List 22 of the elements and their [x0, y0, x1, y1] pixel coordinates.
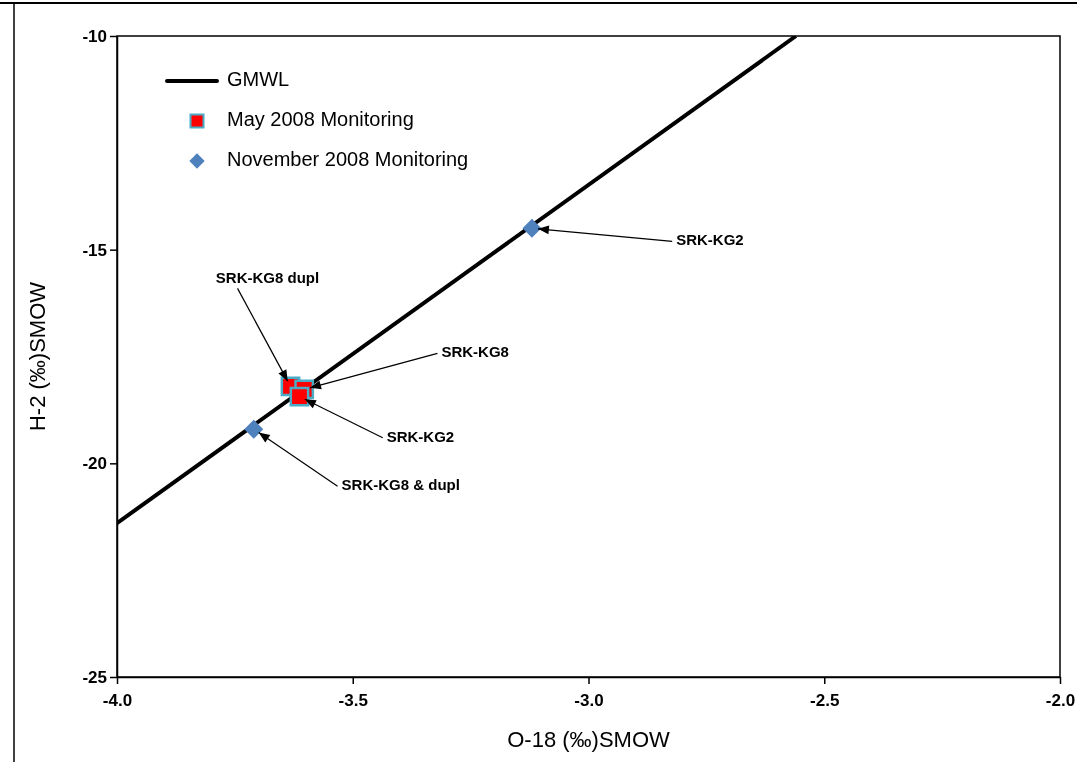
- point: [289, 386, 310, 407]
- legend-label: May 2008 Monitoring: [227, 108, 414, 131]
- annotation: SRK-KG2: [676, 231, 744, 249]
- legend-label: November 2008 Monitoring: [227, 148, 469, 171]
- point: [244, 419, 264, 439]
- x-tick-label: -2.5: [810, 690, 840, 710]
- annotation: SRK-KG2: [386, 427, 455, 445]
- y-tick-label: -20: [82, 454, 107, 474]
- annotation: SRK-KG8 dupl: [215, 269, 320, 287]
- legend-label: GMWL: [227, 68, 290, 91]
- point: [522, 218, 542, 238]
- annotation: SRK-KG8 & dupl: [341, 476, 460, 494]
- x-tick-label: -4.0: [102, 690, 133, 710]
- annotation: SRK-KG8: [441, 343, 509, 361]
- x-tick-label: -2.0: [1045, 690, 1076, 710]
- y-axis-title: H-2 (‰)SMOW: [25, 281, 50, 432]
- x-axis-title: O-18 (‰)SMOW: [507, 727, 670, 752]
- y-tick-label: -10: [82, 26, 107, 46]
- y-tick-label: -15: [82, 240, 107, 260]
- y-tick-label: -25: [82, 667, 107, 687]
- x-tick-label: -3.5: [338, 690, 368, 710]
- x-tick-label: -3.0: [574, 690, 604, 710]
